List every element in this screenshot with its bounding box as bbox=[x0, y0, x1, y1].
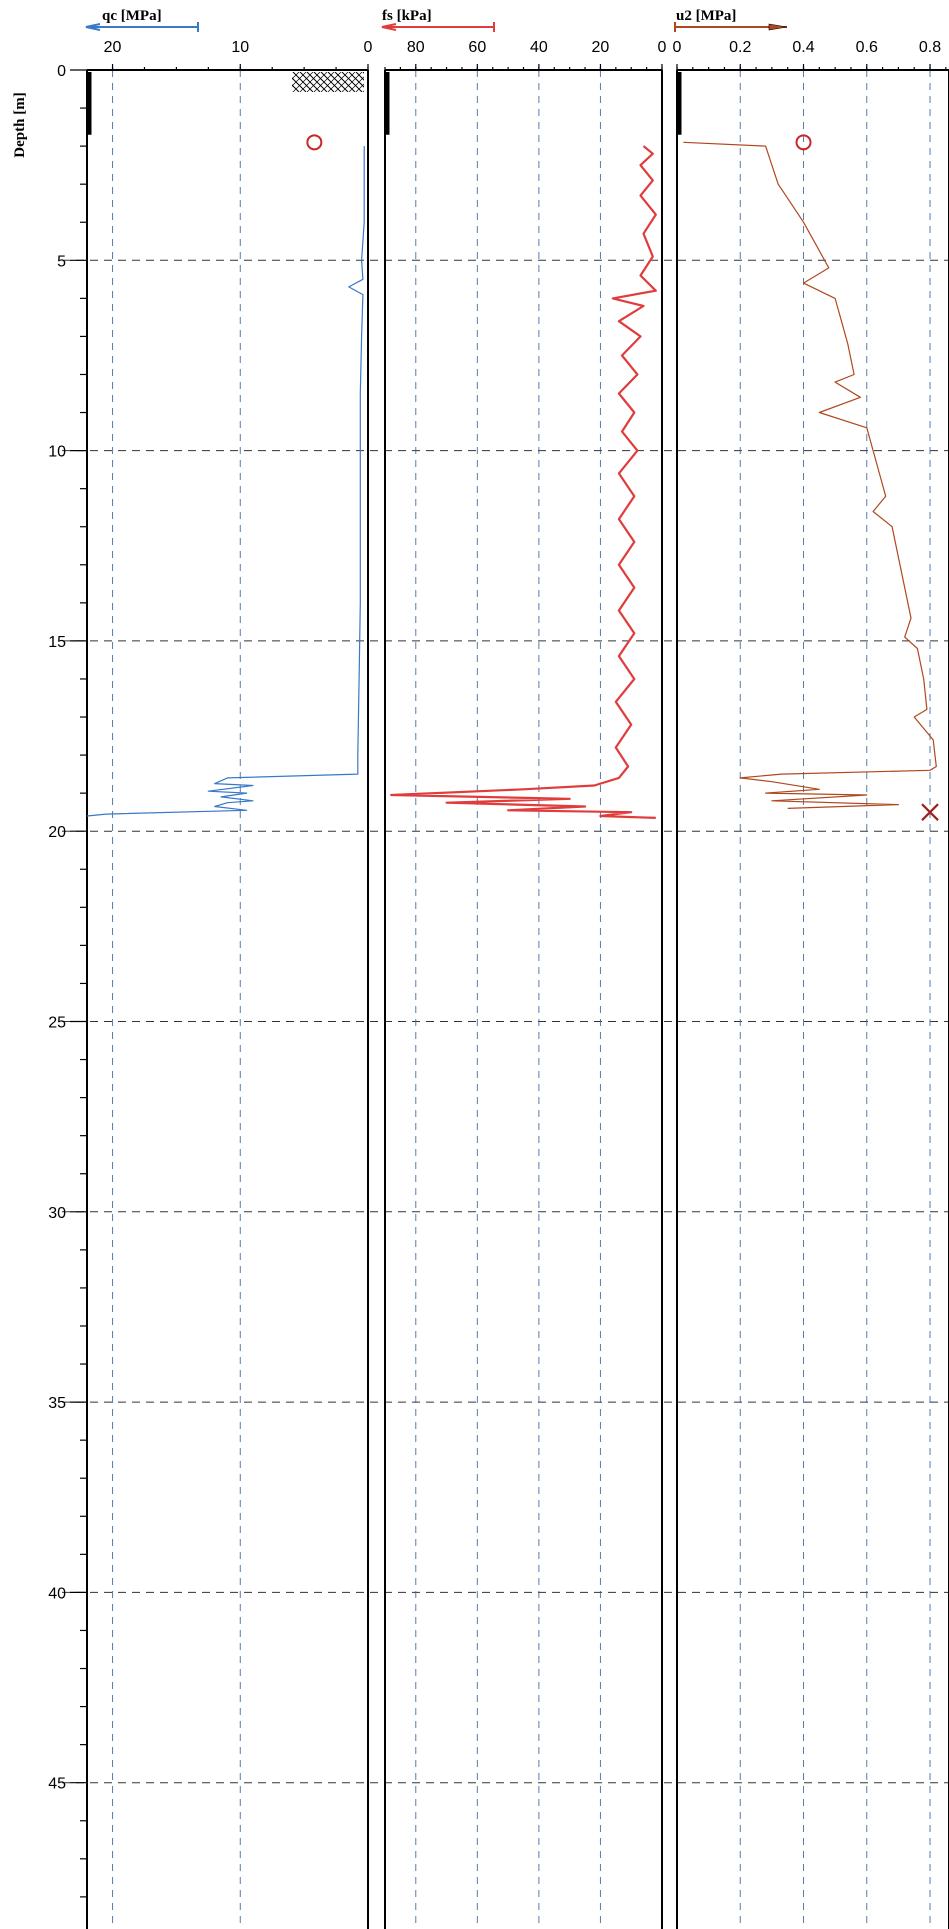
depth-axis-label: Depth [m] bbox=[12, 92, 28, 157]
depth-tick-label: 10 bbox=[48, 444, 66, 461]
u2-panel-title: u2 [MPa] bbox=[676, 8, 736, 24]
qc-legend-arrowhead bbox=[85, 23, 101, 31]
grid-layer bbox=[62, 70, 949, 1929]
ground-surface-hatch bbox=[292, 72, 364, 92]
fs-tick-label: 0 bbox=[658, 39, 667, 56]
data-layer bbox=[86, 134, 939, 821]
qc-circle-marker bbox=[306, 134, 323, 151]
hatch-stroke bbox=[362, 72, 364, 74]
hatch-stroke bbox=[292, 91, 293, 92]
u2-legend-arrowhead bbox=[768, 23, 788, 31]
depth-tick-label: 30 bbox=[48, 1205, 66, 1222]
u2-series-line bbox=[683, 141, 937, 809]
u2-tick-label: 0.4 bbox=[792, 39, 814, 56]
hatch-stroke bbox=[348, 76, 364, 92]
hatch-stroke bbox=[292, 84, 300, 92]
fs-tick-label: 40 bbox=[530, 39, 548, 56]
depth-tick-label: 45 bbox=[48, 1776, 66, 1793]
hatch-stroke bbox=[355, 83, 364, 92]
depth-tick-label: 35 bbox=[48, 1395, 66, 1412]
fs-panel-title: fs [kPa] bbox=[382, 8, 432, 24]
u2-tick-label: 0.2 bbox=[729, 39, 751, 56]
fs-tick-label: 60 bbox=[468, 39, 486, 56]
depth-tick-label: 0 bbox=[57, 63, 66, 80]
depth-tick-label: 25 bbox=[48, 1015, 66, 1032]
u2-tick-label: 0.6 bbox=[856, 39, 878, 56]
fs-legend-arrowhead bbox=[381, 23, 397, 31]
depth-tick-label: 15 bbox=[48, 634, 66, 651]
u2-circle-marker bbox=[795, 134, 812, 151]
u2-tick-label: 0 bbox=[673, 39, 682, 56]
qc-tick-label: 20 bbox=[104, 39, 122, 56]
depth-tick-label: 5 bbox=[57, 253, 66, 270]
fs-tick-label: 80 bbox=[407, 39, 425, 56]
fs-series-line bbox=[390, 145, 657, 819]
qc-panel-title: qc [MPa] bbox=[102, 8, 162, 24]
qc-tick-label: 0 bbox=[364, 39, 373, 56]
hatch-stroke bbox=[362, 90, 364, 92]
qc-series-line bbox=[86, 146, 365, 817]
fs-tick-label: 20 bbox=[592, 39, 610, 56]
hatch-stroke bbox=[355, 72, 364, 81]
depth-tick-label: 20 bbox=[48, 824, 66, 841]
qc-tick-label: 10 bbox=[231, 39, 249, 56]
depth-tick-label: 40 bbox=[48, 1585, 66, 1602]
u2-cross-marker bbox=[921, 803, 939, 821]
hatch-stroke bbox=[292, 72, 293, 73]
u2-tick-label: 0.8 bbox=[919, 39, 941, 56]
